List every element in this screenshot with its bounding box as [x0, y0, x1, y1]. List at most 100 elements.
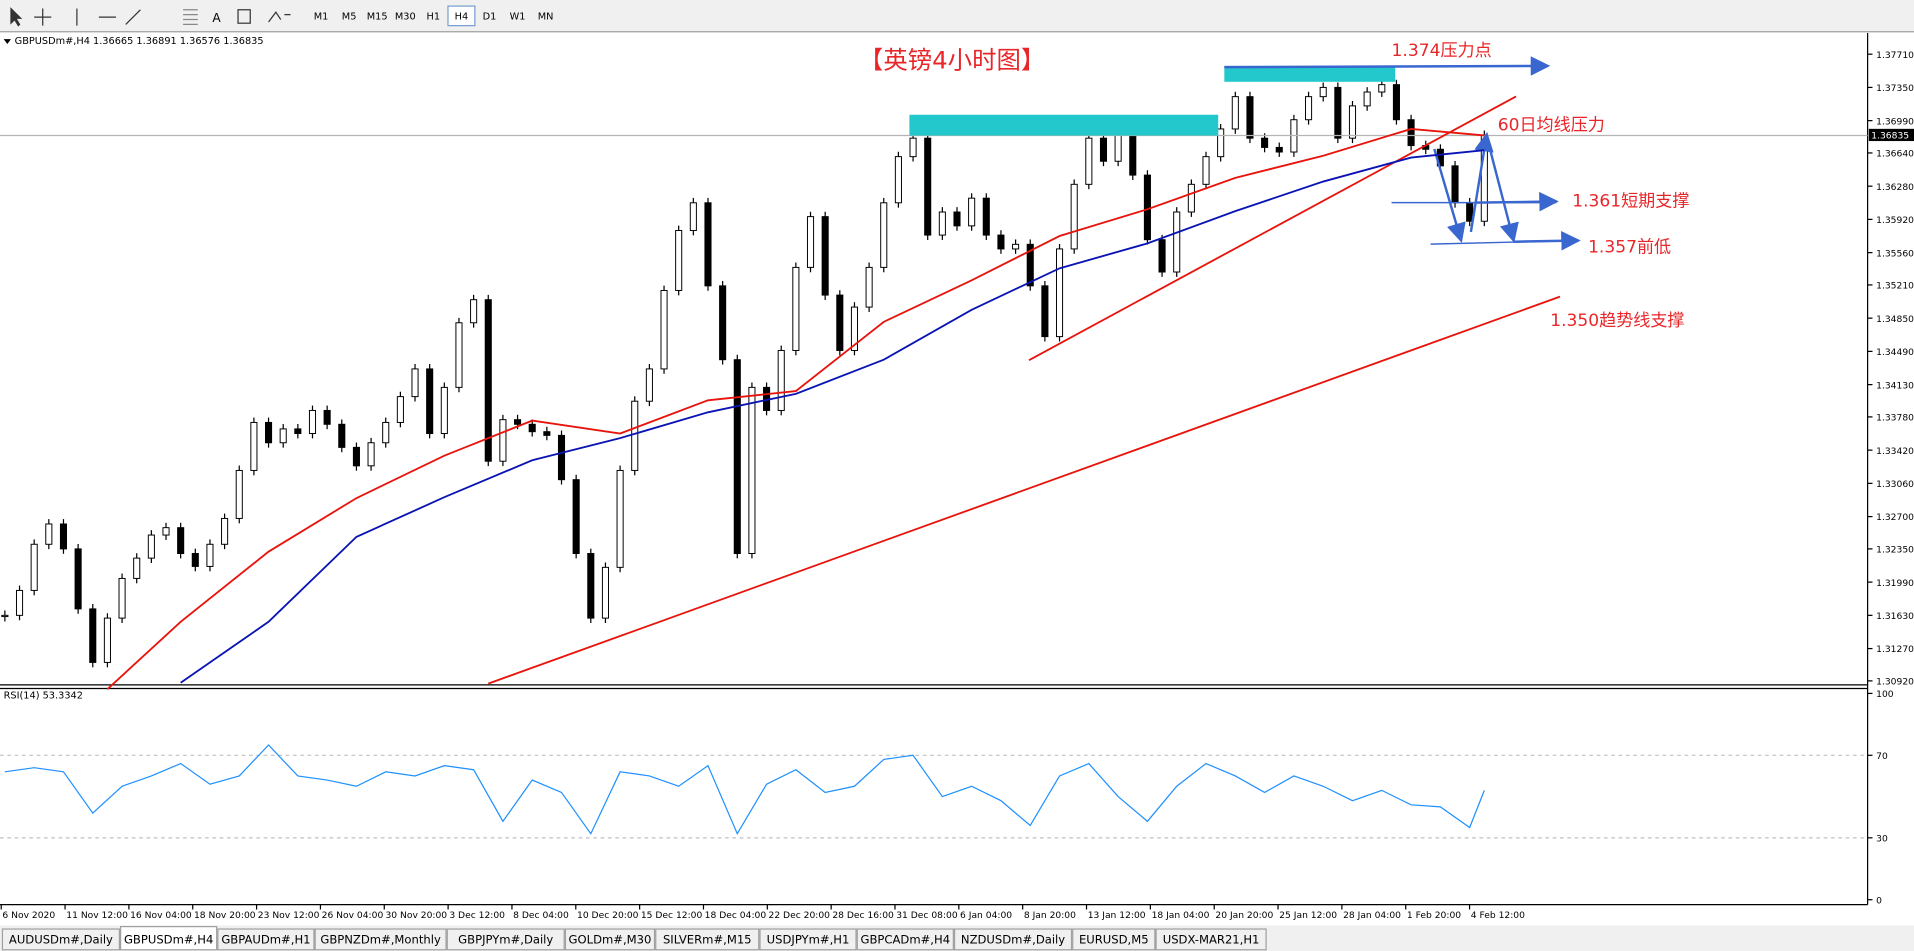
candle-body — [470, 299, 478, 324]
tab[interactable] — [217, 928, 315, 951]
candle-body — [484, 299, 492, 462]
y-tick-label: 30 — [1876, 834, 1888, 844]
crosshair-icon[interactable] — [34, 8, 52, 26]
y-tick-label: 1.30920 — [1876, 678, 1914, 688]
candle-body — [59, 523, 68, 550]
tab[interactable] — [564, 928, 656, 951]
y-tick-label: 1.34130 — [1876, 381, 1914, 391]
timeframe-button[interactable]: M1 — [314, 12, 329, 23]
candle-body — [1217, 128, 1225, 158]
timeframe-button[interactable]: W1 — [510, 12, 526, 23]
candle-body — [352, 446, 360, 467]
candle-body — [894, 156, 902, 204]
x-tick-label: 6 Nov 2020 — [2, 911, 55, 921]
x-tick-label: 13 Jan 12:00 — [1088, 911, 1146, 921]
candles — [1, 79, 1488, 668]
candle-body — [440, 386, 448, 435]
candle-body — [221, 517, 229, 545]
trend-line — [487, 295, 1561, 685]
annotation: 1.361短期支撑 — [1572, 191, 1689, 211]
candle-body — [733, 359, 741, 554]
tab-label: GBPNZDm#,Monthly — [320, 933, 441, 947]
timeframe-button[interactable]: H4 — [455, 12, 469, 23]
arrows-icon[interactable] — [268, 11, 291, 23]
candle-body — [1173, 211, 1181, 273]
timeframe-button[interactable]: D1 — [483, 12, 497, 23]
candle-body — [1026, 243, 1034, 287]
tab-label: GOLDm#,M30 — [569, 933, 652, 947]
resistance-zone — [1224, 65, 1396, 82]
tab[interactable] — [856, 928, 954, 951]
rsi-line — [4, 744, 1485, 836]
candle-body — [1378, 84, 1386, 93]
trend-line — [1028, 95, 1517, 361]
tab[interactable] — [314, 928, 447, 951]
tab[interactable] — [759, 928, 857, 951]
annotation: 1.357前低 — [1588, 238, 1671, 258]
chart-header: GBPUSDm#,H4 1.36665 1.36891 1.36576 1.36… — [15, 36, 264, 47]
candle-body — [206, 543, 214, 567]
candle-body — [645, 368, 653, 402]
timeframe-button[interactable]: M30 — [395, 12, 416, 23]
timeframe-button[interactable]: M15 — [367, 12, 388, 23]
candle-body — [528, 423, 536, 433]
candle-body — [601, 566, 609, 619]
candle-body — [1334, 86, 1342, 139]
tab[interactable] — [1, 928, 120, 951]
candle-body — [265, 421, 273, 444]
candle-body — [1392, 84, 1400, 121]
x-tick-label: 16 Nov 04:00 — [130, 911, 192, 921]
text-icon[interactable]: A — [212, 11, 221, 25]
candle-body — [147, 534, 155, 559]
tab-active[interactable] — [119, 925, 218, 951]
y-tick-label: 1.36990 — [1876, 117, 1914, 127]
candle-body — [982, 197, 990, 236]
tab-label: SILVERm#,M15 — [663, 933, 752, 947]
moving-average — [106, 128, 1485, 690]
y-tick-label: 1.32700 — [1876, 513, 1914, 523]
candle-body — [572, 479, 580, 554]
x-tick-label: 18 Jan 04:00 — [1152, 911, 1210, 921]
candle-body — [616, 469, 624, 568]
annotation: 1.350趋势线支撑 — [1550, 311, 1684, 331]
x-tick-label: 6 Jan 04:00 — [960, 911, 1012, 921]
x-tick-label: 28 Dec 16:00 — [832, 911, 894, 921]
candle-body — [938, 211, 946, 236]
y-tick-label: 0 — [1876, 896, 1882, 906]
tab[interactable] — [1072, 928, 1156, 951]
x-tick-label: 23 Nov 12:00 — [258, 911, 320, 921]
candle-body — [396, 396, 404, 423]
candle-body — [1246, 96, 1254, 139]
tab[interactable] — [953, 928, 1073, 951]
chart-texts: GBPUSDm#,H4 1.36665 1.36891 1.36576 1.36… — [3, 36, 1689, 701]
last-price-box — [1868, 128, 1914, 142]
tab[interactable] — [1155, 928, 1267, 951]
moving-average — [180, 149, 1485, 684]
candle-body — [777, 349, 785, 411]
candle-body — [455, 322, 463, 388]
timeframe-button[interactable]: MN — [538, 12, 554, 23]
toolbar-icons: A — [10, 7, 291, 27]
x-tick-label: 20 Jan 20:00 — [1215, 911, 1273, 921]
candle-body — [689, 202, 697, 231]
candle-body — [1099, 137, 1108, 162]
candle-body — [1451, 165, 1459, 204]
tab[interactable] — [655, 928, 760, 951]
cursor-icon[interactable] — [10, 7, 23, 27]
x-tick-label: 10 Dec 20:00 — [577, 911, 639, 921]
timeframe-button[interactable]: M5 — [342, 12, 357, 23]
candle-body — [1085, 137, 1093, 185]
y-tick-label: 1.37350 — [1876, 84, 1914, 94]
y-tick-label: 70 — [1876, 752, 1888, 762]
candle-body — [30, 543, 38, 591]
timeframe-button[interactable]: H1 — [427, 12, 441, 23]
tab-label: GBPCADm#,H4 — [861, 933, 951, 947]
candle-body — [1041, 285, 1049, 338]
y-tick-label: 1.33420 — [1876, 447, 1914, 457]
fibo-icon[interactable] — [183, 9, 198, 26]
candle-body — [1348, 105, 1357, 139]
tab[interactable] — [446, 928, 565, 951]
label-icon[interactable] — [237, 9, 251, 24]
trendline-icon[interactable] — [125, 9, 141, 25]
